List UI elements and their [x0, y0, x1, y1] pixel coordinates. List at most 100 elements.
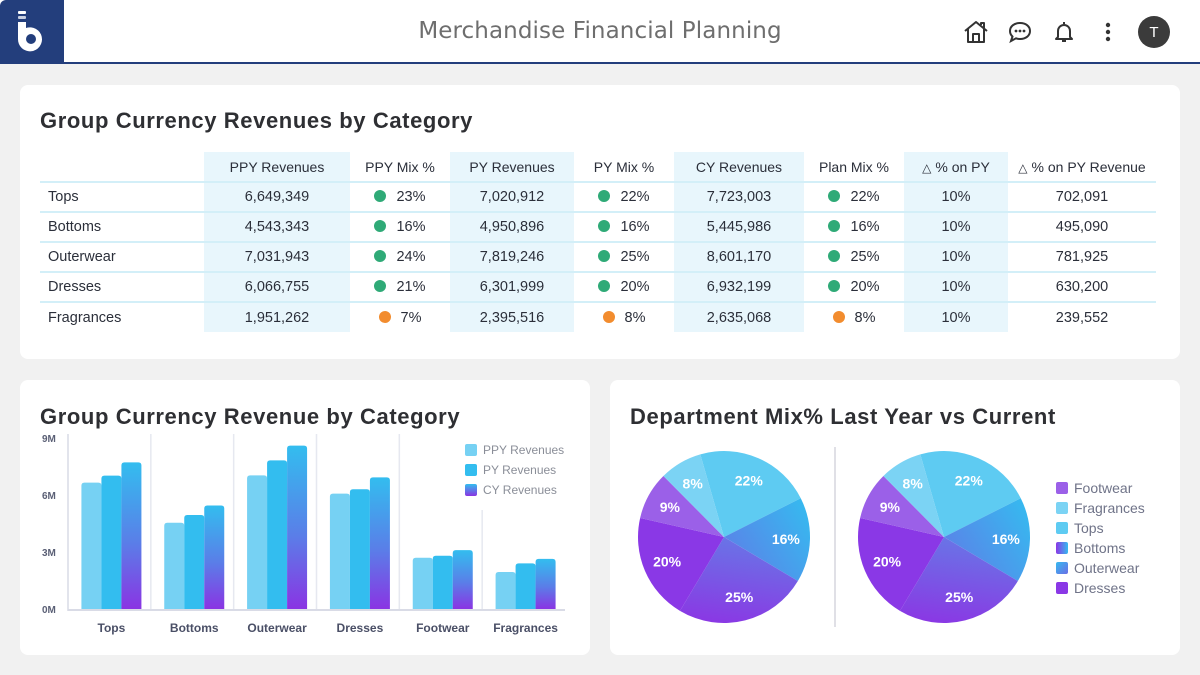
chat-icon[interactable] — [1006, 18, 1034, 46]
pie-slice-label: 25% — [725, 589, 754, 605]
cell-pct-on-py-revenue: 239,552 — [1008, 301, 1156, 332]
legend-item[interactable]: PPY Revenues — [465, 440, 564, 460]
pie-slice-fragrances[interactable] — [663, 454, 724, 537]
pie-slice-tops[interactable] — [920, 451, 1021, 537]
bar-ppy-revenues — [495, 571, 516, 609]
more-vertical-icon[interactable] — [1094, 18, 1122, 46]
legend-item[interactable]: Bottoms — [1056, 538, 1145, 558]
app-logo[interactable] — [0, 0, 64, 62]
x-tick-label: Dresses — [337, 621, 384, 635]
y-tick-label: 6M — [42, 491, 56, 502]
pie-slice-outerwear[interactable] — [679, 537, 798, 623]
pie-slice-label: 20% — [873, 553, 902, 569]
pie-slice-dresses[interactable] — [858, 517, 944, 611]
pie-slice-label: 16% — [992, 531, 1021, 547]
status-dot-icon — [828, 190, 841, 202]
status-dot-icon — [828, 220, 841, 232]
cell-ppy-mix: 24% — [350, 241, 450, 272]
user-avatar[interactable]: T — [1138, 16, 1170, 48]
row-category: Outerwear — [40, 241, 204, 272]
legend-item[interactable]: PY Revenues — [465, 460, 564, 480]
table-row[interactable]: Tops 6,649,349 23% 7,020,912 22% 7,723,003 22%… — [40, 181, 1156, 212]
legend-item[interactable]: Footwear — [1056, 478, 1145, 498]
pie-divider — [834, 447, 836, 627]
x-tick-label: Bottoms — [170, 621, 219, 635]
legend-swatch — [1056, 542, 1068, 554]
legend-item[interactable]: Dresses — [1056, 578, 1145, 598]
status-dot-icon — [378, 310, 391, 323]
cell-ppy-revenues: 4,543,343 — [204, 211, 350, 242]
pie-slice-dresses[interactable] — [638, 517, 724, 611]
col-header-category — [40, 152, 204, 182]
pie-slice-bottoms[interactable] — [944, 498, 1030, 582]
pie-slice-label: 22% — [735, 472, 764, 488]
legend-item[interactable]: Fragrances — [1056, 498, 1145, 518]
col-header-ppy-revenues[interactable]: PPY Revenues — [204, 152, 350, 182]
col-header-py-revenues[interactable]: PY Revenues — [450, 152, 574, 182]
table-row[interactable]: Outerwear 7,031,943 24% 7,819,246 25% 8,601,1… — [40, 241, 1156, 272]
cell-pct-on-py-revenue: 495,090 — [1008, 211, 1156, 242]
cell-py-revenues: 4,950,896 — [450, 211, 574, 242]
y-tick-label: 0M — [42, 605, 56, 616]
legend-item[interactable]: CY Revenues — [465, 480, 564, 500]
x-tick-label: Tops — [98, 621, 126, 635]
table-row[interactable]: Bottoms 4,543,343 16% 4,950,896 16% 5,445,986… — [40, 211, 1156, 242]
pie-slice-label: 8% — [903, 476, 924, 492]
pie-slice-footwear[interactable] — [640, 475, 724, 537]
cell-cy-revenues: 8,601,170 — [674, 241, 804, 272]
pie-slice-outerwear[interactable] — [899, 537, 1018, 623]
cell-py-revenues: 7,819,246 — [450, 241, 574, 272]
delta-icon: △ — [1018, 160, 1028, 175]
bar-py-revenues — [432, 555, 453, 609]
pie-slice-bottoms[interactable] — [724, 498, 810, 582]
col-header-ppy-mix[interactable]: PPY Mix % — [365, 158, 435, 175]
cell-ppy-revenues: 6,649,349 — [204, 181, 350, 212]
col-header-plan-mix[interactable]: Plan Mix % — [818, 158, 890, 175]
bar-py-revenues — [101, 475, 122, 609]
legend-swatch — [465, 444, 477, 456]
pie-charts: 22%16%25%20%9%8% 22%16%25%20%9%8% — [638, 451, 1030, 623]
bar-chart-title: Group Currency Revenue by Category — [40, 404, 461, 429]
pie-slice-label: 20% — [653, 553, 682, 569]
cell-plan-mix: 16% — [804, 211, 904, 242]
bar-chart-legend: PPY Revenues PY Revenues CY Revenues — [465, 440, 564, 500]
cell-pct-on-py-revenue: 781,925 — [1008, 241, 1156, 272]
cell-py-mix: 20% — [574, 271, 674, 302]
pie-slice-footwear[interactable] — [860, 475, 944, 537]
pie-slice-tops[interactable] — [700, 451, 801, 537]
bar-ppy-revenues — [247, 475, 268, 609]
cell-plan-mix: 20% — [804, 271, 904, 302]
status-dot-icon — [828, 280, 841, 292]
pie-chart-legend: Footwear Fragrances Tops Bottoms Outerwear Dr… — [1056, 478, 1145, 598]
home-icon[interactable] — [962, 18, 990, 46]
legend-item[interactable]: Tops — [1056, 518, 1145, 538]
pie-slice-label: 25% — [945, 589, 974, 605]
cell-ppy-revenues: 6,066,755 — [204, 271, 350, 302]
legend-item[interactable]: Outerwear — [1056, 558, 1145, 578]
bar-py-revenues — [515, 563, 536, 609]
legend-swatch — [465, 484, 477, 496]
x-tick-label: Outerwear — [247, 621, 307, 635]
revenues-table-card: Group Currency Revenues by Category PPY … — [20, 85, 1180, 359]
col-header-pct-on-py-revenue[interactable]: △% on PY Revenue — [1018, 158, 1146, 175]
table-row[interactable]: Dresses 6,066,755 21% 6,301,999 20% 6,932,199… — [40, 271, 1156, 302]
legend-swatch — [1056, 582, 1068, 594]
col-header-py-mix[interactable]: PY Mix % — [593, 158, 655, 175]
bell-icon[interactable] — [1050, 18, 1078, 46]
cell-py-mix: 22% — [574, 181, 674, 212]
pie-slice-label: 22% — [955, 472, 984, 488]
row-category: Tops — [40, 181, 204, 212]
col-header-cy-revenues[interactable]: CY Revenues — [674, 152, 804, 182]
status-dot-icon — [828, 250, 841, 262]
pie-chart-card: Department Mix% Last Year vs Current 22%… — [610, 380, 1180, 655]
bar-cy-revenues — [369, 477, 390, 609]
cell-pct-on-py: 10% — [904, 301, 1008, 332]
pie-slice-label: 16% — [772, 531, 801, 547]
pie-slice-fragrances[interactable] — [883, 454, 944, 537]
cell-ppy-mix: 21% — [350, 271, 450, 302]
col-header-pct-on-py[interactable]: △% on PY — [904, 152, 1008, 182]
table-row[interactable]: Fragrances 1,951,262 7% 2,395,516 8% 2,635,06… — [40, 301, 1156, 332]
bar-cy-revenues — [287, 445, 308, 609]
app-title: Merchandise Financial Planning — [418, 18, 782, 44]
cell-py-revenues: 2,395,516 — [450, 301, 574, 332]
